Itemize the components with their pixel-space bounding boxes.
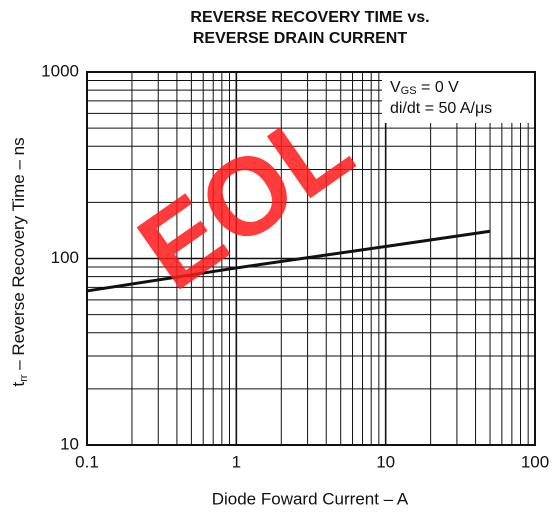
- y-tick-label: 1000: [41, 61, 79, 80]
- annotation: VGS = 0 V: [390, 79, 459, 97]
- y-label-sub: rr: [18, 374, 30, 382]
- y-tick-label: 100: [51, 248, 79, 267]
- plot-area: [86, 71, 536, 446]
- y-axis-label: trr – Reverse Recovery Time – ns: [9, 137, 29, 386]
- x-tick-label: 0.1: [75, 452, 99, 471]
- annotation-part: V: [390, 79, 401, 96]
- annotation-sub: GS: [401, 85, 417, 97]
- y-tick-label: 10: [60, 434, 79, 453]
- watermark: EOL: [117, 83, 373, 313]
- annotation: di/dt = 50 A/μs: [390, 100, 492, 117]
- y-label-part: t: [9, 382, 28, 387]
- annotation-box: [382, 73, 534, 123]
- x-tick-label: 1: [232, 452, 241, 471]
- x-tick-label: 100: [521, 452, 549, 471]
- chart-title: REVERSE DRAIN CURRENT: [193, 30, 407, 47]
- y-label-part: – Reverse Recovery Time – ns: [9, 137, 28, 374]
- line: [86, 229, 491, 293]
- annotation-part: = 0 V: [417, 79, 460, 96]
- x-tick-label: 10: [376, 452, 395, 471]
- plot-frame: [86, 71, 536, 446]
- x-axis-label: Diode Foward Current – A: [212, 489, 409, 508]
- chart-title: REVERSE RECOVERY TIME vs.: [190, 9, 429, 26]
